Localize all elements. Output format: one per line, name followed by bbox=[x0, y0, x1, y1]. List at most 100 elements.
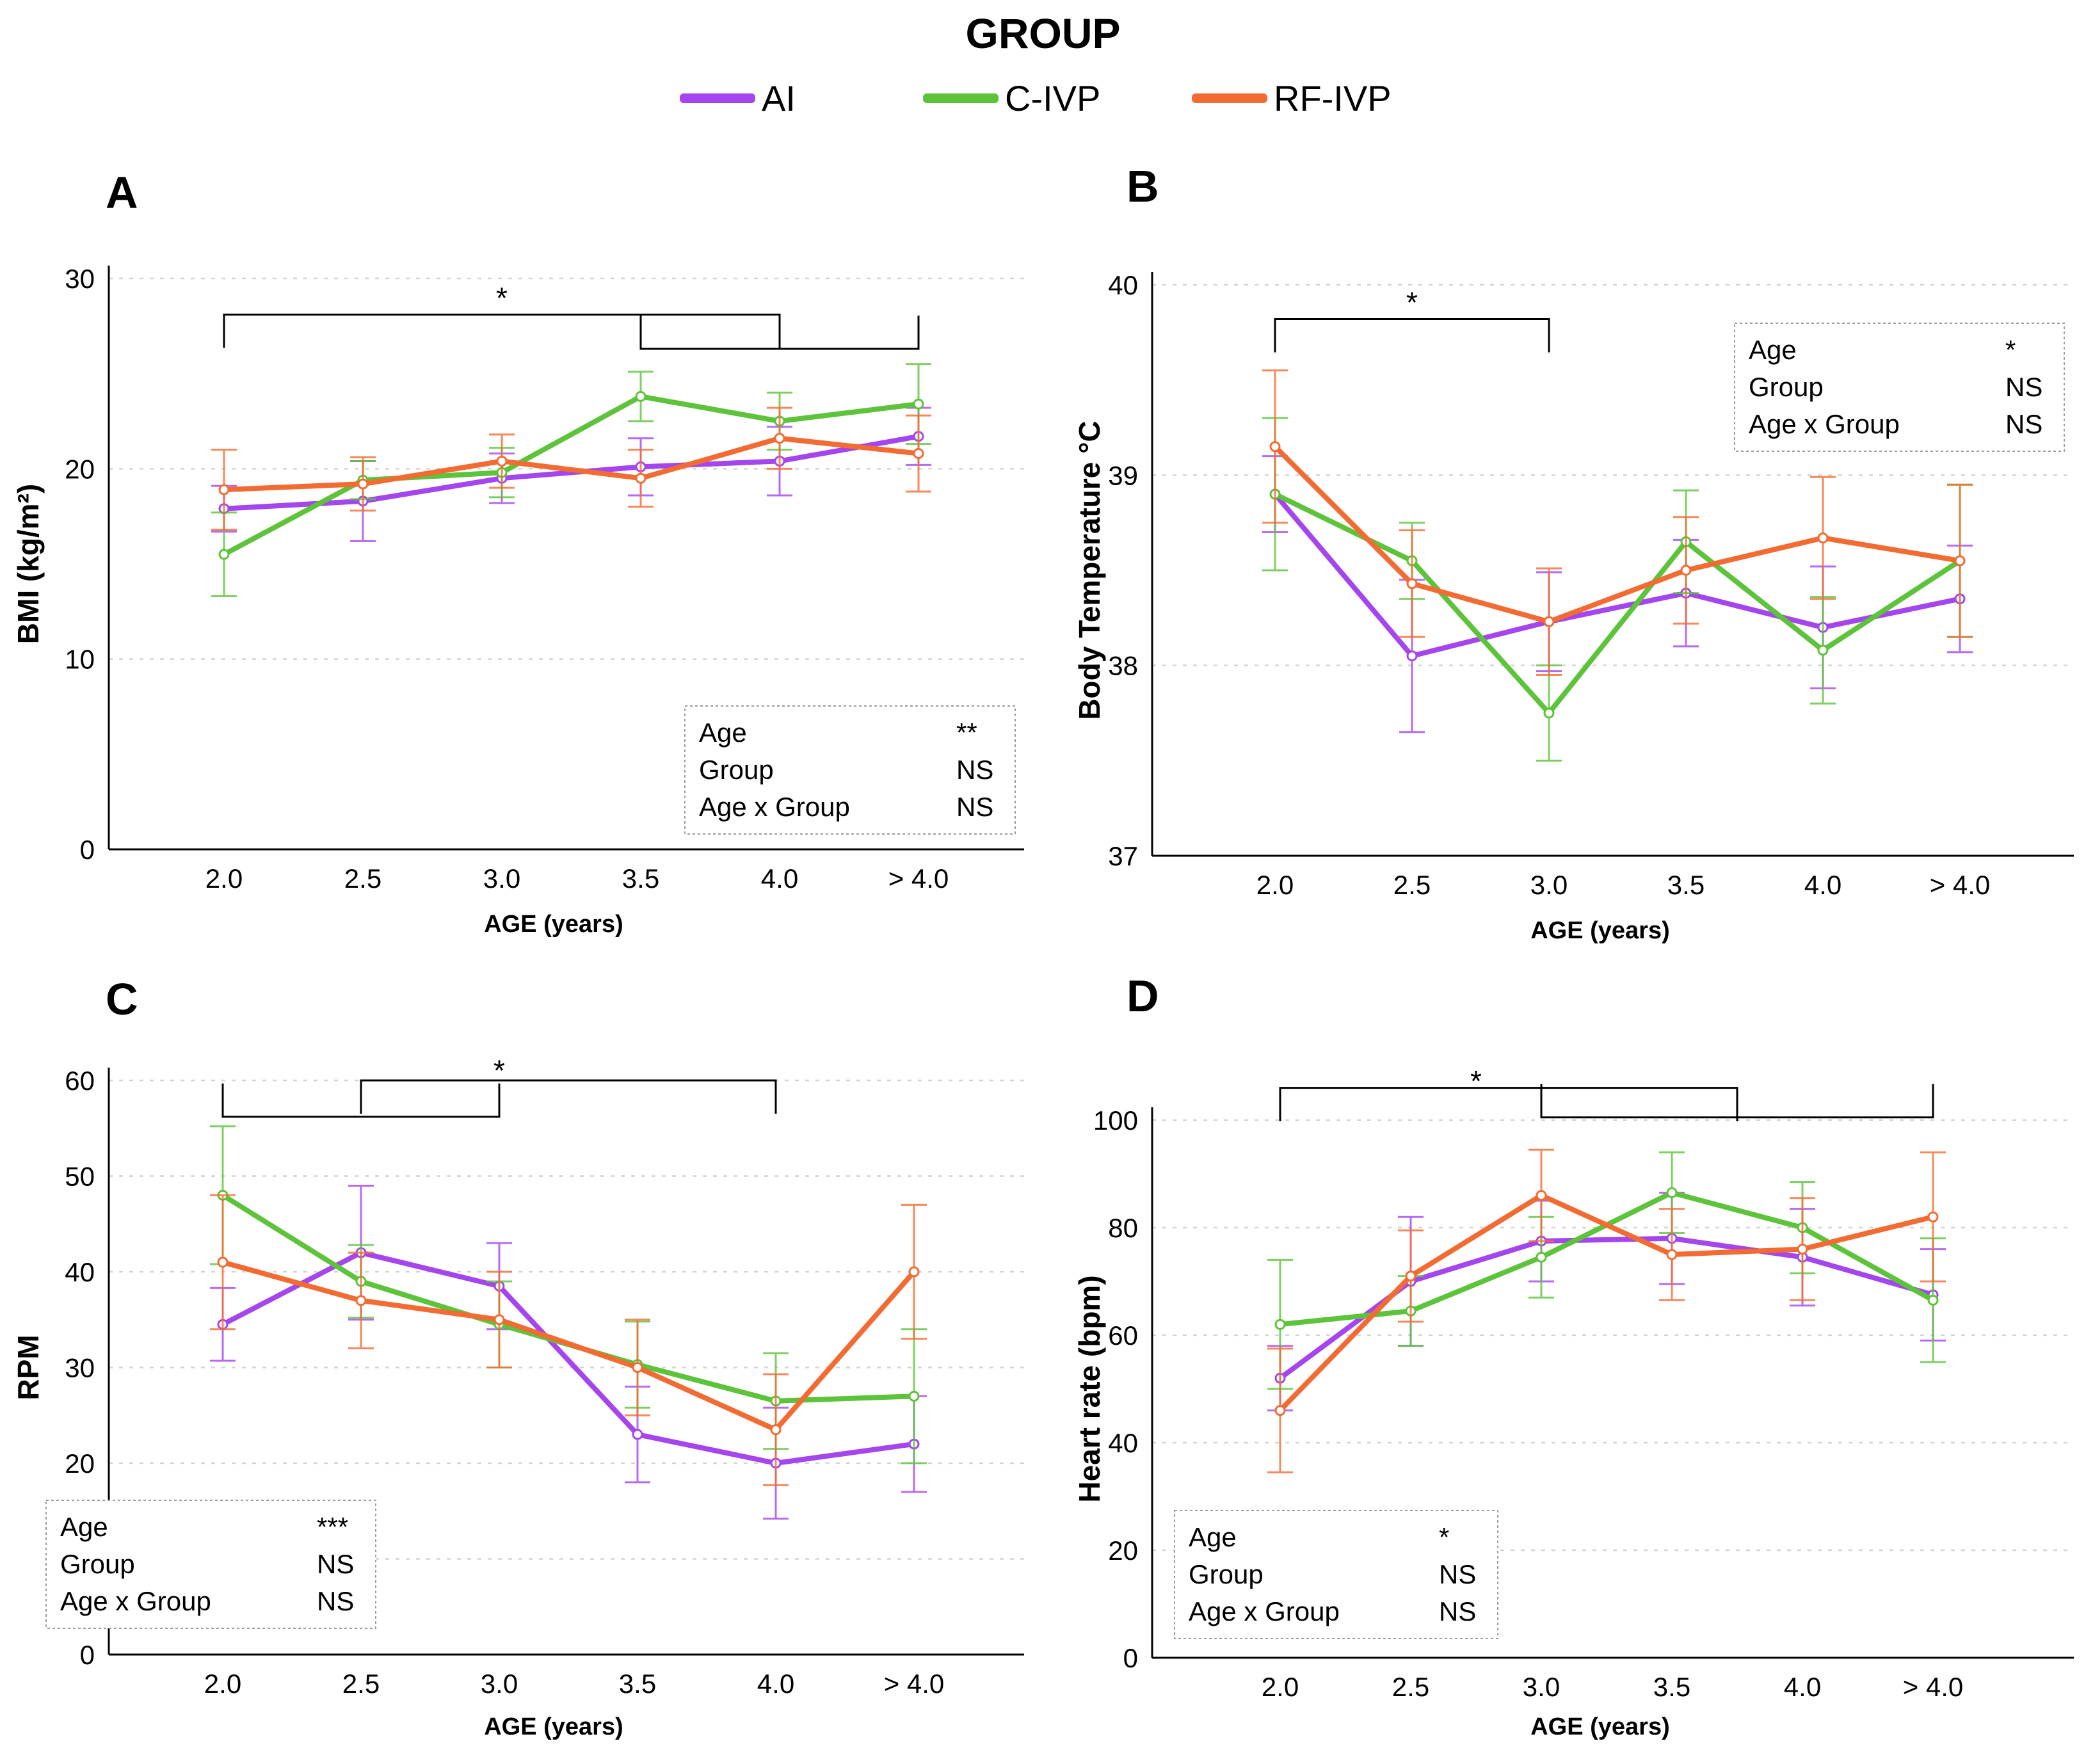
data-point-c-ivp bbox=[908, 1390, 920, 1402]
stats-value: * bbox=[2005, 335, 2016, 365]
y-tick-label: 39 bbox=[1108, 460, 1138, 490]
y-tick-label: 37 bbox=[1108, 841, 1138, 871]
x-tick-label: 2.5 bbox=[342, 1669, 380, 1699]
stats-value: NS bbox=[1439, 1559, 1476, 1589]
stats-term: Group bbox=[1189, 1559, 1264, 1589]
y-axis-label: RPM bbox=[12, 1335, 45, 1400]
y-tick-label: 60 bbox=[65, 1066, 95, 1096]
data-point-rf-ivp bbox=[1405, 1271, 1416, 1282]
stats-term: Age bbox=[1749, 335, 1797, 365]
series-line-ai bbox=[1272, 492, 1962, 659]
heart-rate-chart-panel-d: D 0 20 40 60 80 100 2.0 2.5 3.0 3.5 4.0 > 4.0 AGE (ye… bbox=[1073, 971, 2074, 1740]
data-point-rf-ivp bbox=[1817, 532, 1829, 543]
series-line-rf-ivp bbox=[1272, 444, 1962, 625]
x-tick-label: 4.0 bbox=[757, 1669, 794, 1699]
x-tick-label: 3.0 bbox=[1523, 1672, 1560, 1702]
panel-letter: A bbox=[106, 168, 138, 218]
y-tick-label: 100 bbox=[1093, 1105, 1138, 1135]
stats-value: * bbox=[1439, 1522, 1449, 1552]
data-point-c-ivp bbox=[1543, 707, 1555, 719]
y-axis-label: Body Temperature °C bbox=[1073, 421, 1106, 719]
data-point-rf-ivp bbox=[774, 433, 785, 444]
y-tick-label: 40 bbox=[65, 1257, 95, 1287]
stats-term: Age x Group bbox=[1749, 409, 1900, 439]
y-tick-label: 0 bbox=[1123, 1643, 1138, 1673]
x-tick-label: 2.0 bbox=[204, 1669, 241, 1699]
significance-marker: * bbox=[1470, 1064, 1482, 1098]
y-tick-label: 0 bbox=[80, 835, 95, 865]
significance-bracket bbox=[639, 316, 920, 350]
stats-value: *** bbox=[317, 1512, 348, 1542]
y-tick-label: 60 bbox=[1108, 1320, 1138, 1351]
significance-bracket bbox=[1274, 318, 1550, 353]
group-legend: GROUP AI C-IVP RF-IVP bbox=[0, 0, 2086, 128]
data-point-ai bbox=[632, 1429, 643, 1440]
series-line-rf-ivp bbox=[221, 435, 921, 493]
x-tick-label: 2.0 bbox=[205, 863, 243, 894]
series-line-c-ivp bbox=[220, 1192, 917, 1404]
series-line-ai bbox=[220, 1250, 917, 1466]
stats-box-border bbox=[684, 705, 1016, 835]
stats-term: Age x Group bbox=[1189, 1596, 1340, 1626]
stats-value: NS bbox=[317, 1549, 354, 1579]
data-point-rf-ivp bbox=[355, 1295, 367, 1306]
stats-value: NS bbox=[1439, 1596, 1476, 1626]
stats-box: Age *** Group NS Age x Group NS bbox=[45, 1500, 376, 1629]
data-point-rf-ivp bbox=[913, 448, 924, 460]
x-axis-label: AGE (years) bbox=[1530, 917, 1670, 944]
stats-box: Age ** Group NS Age x Group NS bbox=[684, 705, 1016, 835]
bmi-chart-panel-a: A 0 10 20 30 2.0 2.5 3.0 3.5 4.0 > 4.0 AGE (years) B… bbox=[12, 168, 1024, 938]
y-axis-label: Heart rate (bpm) bbox=[1073, 1275, 1106, 1502]
y-tick-label: 40 bbox=[1108, 270, 1138, 300]
x-tick-label: 3.0 bbox=[1530, 870, 1568, 900]
data-point-c-ivp bbox=[635, 390, 646, 402]
legend-entry-ai: AI bbox=[680, 76, 796, 120]
data-point-c-ivp bbox=[1536, 1251, 1547, 1263]
x-tick-label: > 4.0 bbox=[1930, 870, 1991, 900]
data-point-rf-ivp bbox=[1406, 578, 1418, 589]
stats-value: NS bbox=[956, 792, 993, 822]
series-line-c-ivp bbox=[1272, 492, 1962, 716]
data-point-rf-ivp bbox=[1954, 555, 1966, 566]
significance-marker: * bbox=[493, 1054, 505, 1087]
x-tick-label: > 4.0 bbox=[1903, 1672, 1964, 1702]
data-point-rf-ivp bbox=[1274, 1405, 1286, 1416]
y-axis-label: BMI (kg/m²) bbox=[12, 484, 45, 644]
y-tick-label: 0 bbox=[80, 1640, 95, 1670]
legend-entry-rf-ivp: RF-IVP bbox=[1192, 76, 1392, 120]
x-tick-label: 2.0 bbox=[1262, 1672, 1299, 1702]
legend-label-ai: AI bbox=[762, 77, 796, 118]
significance-bracket bbox=[360, 1079, 777, 1114]
x-tick-label: 3.5 bbox=[1667, 870, 1705, 900]
stats-term: Age bbox=[60, 1512, 108, 1542]
data-point-rf-ivp bbox=[1797, 1244, 1808, 1255]
data-point-rf-ivp bbox=[908, 1266, 920, 1278]
stats-value: NS bbox=[956, 755, 993, 785]
data-point-rf-ivp bbox=[218, 484, 230, 495]
y-tick-label: 20 bbox=[65, 454, 95, 484]
x-tick-label: 3.5 bbox=[622, 863, 659, 894]
series-line-rf-ivp bbox=[1278, 1192, 1936, 1413]
data-point-rf-ivp bbox=[1666, 1249, 1678, 1260]
x-tick-label: 4.0 bbox=[761, 863, 798, 894]
stats-term: Age bbox=[1189, 1522, 1237, 1552]
x-axis-label: AGE (years) bbox=[1530, 1713, 1670, 1740]
data-point-rf-ivp bbox=[1680, 565, 1692, 576]
legend-swatch-c-ivp bbox=[923, 93, 999, 103]
significance-bracket bbox=[1279, 1087, 1738, 1121]
data-point-rf-ivp bbox=[357, 478, 369, 490]
legend-label-c-ivp: C-IVP bbox=[1005, 77, 1101, 118]
data-point-rf-ivp bbox=[496, 455, 508, 467]
data-point-c-ivp bbox=[1666, 1187, 1678, 1198]
significance-marker: * bbox=[1406, 286, 1418, 319]
y-tick-label: 30 bbox=[65, 264, 95, 294]
stats-value: NS bbox=[317, 1586, 354, 1616]
legend-swatch-rf-ivp bbox=[1192, 93, 1267, 103]
data-point-c-ivp bbox=[1817, 645, 1829, 656]
data-point-c-ivp bbox=[913, 398, 924, 410]
data-point-c-ivp bbox=[1927, 1294, 1939, 1306]
stats-value: ** bbox=[956, 718, 977, 748]
stats-box-border bbox=[45, 1500, 376, 1629]
stats-box: Age * Group NS Age x Group NS bbox=[1734, 323, 2065, 452]
